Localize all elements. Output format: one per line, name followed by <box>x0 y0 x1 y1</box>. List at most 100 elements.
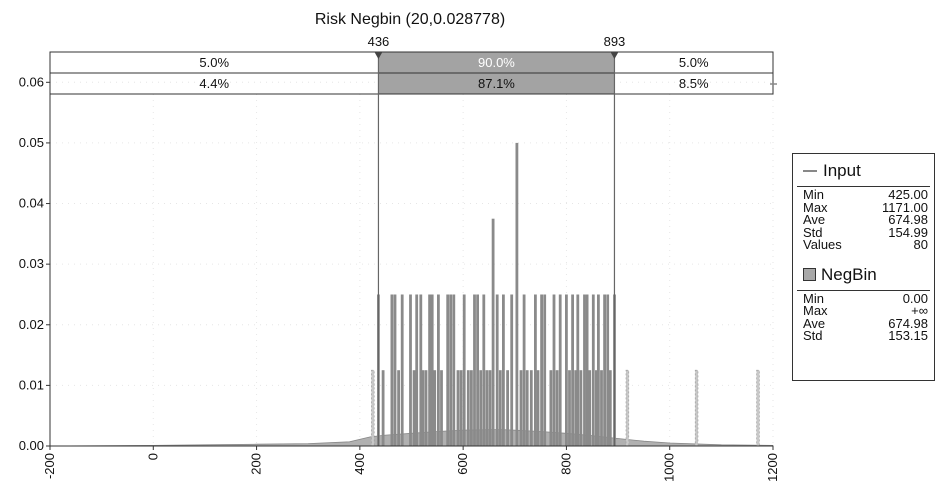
x-tick-label: 0 <box>145 453 160 460</box>
input-bar <box>446 294 450 446</box>
input-bar <box>466 370 470 446</box>
input-bar <box>588 370 592 446</box>
y-tick-label: 0.04 <box>19 196 44 211</box>
band-top-right-pct: 5.0% <box>679 55 709 70</box>
legend-input-stats: Min 425.00 Max 1171.00 Ave 674.98 Std 154.99 Val… <box>793 187 934 252</box>
input-bar <box>495 294 499 446</box>
input-bar <box>529 370 533 446</box>
input-bar <box>459 370 463 446</box>
input-bar <box>552 294 556 446</box>
input-bar <box>574 370 578 446</box>
input-bar <box>555 370 559 446</box>
right-marker-label: 893 <box>604 34 626 49</box>
input-bar <box>473 294 476 446</box>
input-bar <box>597 294 600 446</box>
legend-negbin-title: NegBin <box>821 264 877 284</box>
input-bar <box>603 294 606 446</box>
input-bar <box>430 294 434 446</box>
input-bar <box>428 294 431 446</box>
input-bar <box>415 294 419 446</box>
input-bar <box>608 370 612 446</box>
input-bar <box>565 294 568 446</box>
stat-value: 1171.00 <box>881 199 928 215</box>
input-bar <box>585 294 589 446</box>
input-bar <box>534 294 537 446</box>
stat-value: 154.99 <box>888 224 928 240</box>
input-bar <box>488 370 492 446</box>
stat-row: Values 80 <box>793 237 934 252</box>
stat-label: Max <box>803 199 828 215</box>
stat-value: +∞ <box>911 303 928 318</box>
stat-row: Std 154.99 <box>793 224 934 240</box>
stat-label: Values <box>803 237 842 252</box>
input-bar <box>756 369 760 447</box>
stat-label: Std <box>803 224 823 240</box>
input-bar <box>502 294 505 446</box>
input-bar <box>576 294 580 446</box>
input-bar <box>381 370 385 446</box>
left-marker-label: 436 <box>368 34 390 49</box>
input-bars <box>371 142 760 447</box>
input-bar <box>479 370 483 446</box>
y-tick-label: 0.03 <box>19 256 44 271</box>
input-bar <box>470 370 473 446</box>
input-bar <box>400 294 404 446</box>
band-bottom-left-pct: 4.4% <box>199 76 229 91</box>
x-tick-label: 200 <box>249 453 264 475</box>
band-bottom-right-pct: 8.5% <box>679 76 709 91</box>
input-bar <box>390 294 394 446</box>
input-bar <box>606 294 610 446</box>
input-bar <box>397 370 400 446</box>
legend-negbin-header: NegBin <box>793 258 934 286</box>
input-bar <box>433 370 437 446</box>
stat-row: Ave 674.98 <box>793 315 934 331</box>
x-tick-label: 400 <box>352 453 367 475</box>
stat-row: Std 153.15 <box>793 328 934 343</box>
stat-row: Max 1171.00 <box>793 199 934 215</box>
stat-value: 674.98 <box>888 212 928 227</box>
stat-value: 153.15 <box>888 328 928 343</box>
stat-value: 674.98 <box>888 315 928 331</box>
input-bar <box>476 294 479 446</box>
chart-title: Risk Negbin (20,0.028778) <box>315 11 505 28</box>
input-bar <box>595 370 598 446</box>
stat-value: 80 <box>913 237 928 252</box>
input-bar <box>456 370 460 446</box>
legend-negbin-stats: Min 0.00 Max +∞ Ave 674.98 Std 153.15 <box>793 290 934 343</box>
input-bar <box>485 370 489 446</box>
x-tick-label: 600 <box>455 453 470 475</box>
stat-row: Ave 674.98 <box>793 212 934 227</box>
input-bar <box>510 294 514 446</box>
input-bar <box>452 294 456 446</box>
input-bar <box>591 294 595 446</box>
y-tick-label: 0.05 <box>19 135 44 150</box>
input-bar <box>515 142 519 446</box>
x-tick-label: -200 <box>42 453 57 479</box>
x-tick-label: 1000 <box>662 453 677 482</box>
stat-label: Ave <box>803 212 826 227</box>
probability-band: 5.0% 90.0% 5.0% 4.4% 87.1% 8.5% 436 893 <box>49 34 777 446</box>
input-bar <box>482 294 486 446</box>
input-bar <box>519 370 523 446</box>
stat-label: Ave <box>803 315 826 331</box>
input-bar <box>498 370 502 446</box>
input-bar <box>536 370 540 446</box>
band-bottom-mid-pct: 87.1% <box>478 76 515 91</box>
stat-row: Min 425.00 <box>793 187 934 202</box>
legend: Input Min 425.00 Max 1171.00 Ave 674.98 Std 154… <box>792 153 935 381</box>
input-bar <box>525 370 529 446</box>
input-bar <box>440 370 443 446</box>
input-bar <box>583 294 586 446</box>
input-bar <box>522 294 526 446</box>
stat-label: Min <box>803 187 824 202</box>
input-bar <box>571 294 574 446</box>
input-bar <box>549 370 553 446</box>
y-tick-label: 0.02 <box>19 317 44 332</box>
left-marker-triangle-icon <box>374 52 383 59</box>
input-bar <box>600 370 603 446</box>
input-bar <box>540 294 543 446</box>
area-swatch-icon <box>803 268 816 281</box>
right-marker-triangle-icon <box>610 52 619 59</box>
stat-value: 0.00 <box>902 290 928 306</box>
stat-label: Min <box>803 290 824 306</box>
